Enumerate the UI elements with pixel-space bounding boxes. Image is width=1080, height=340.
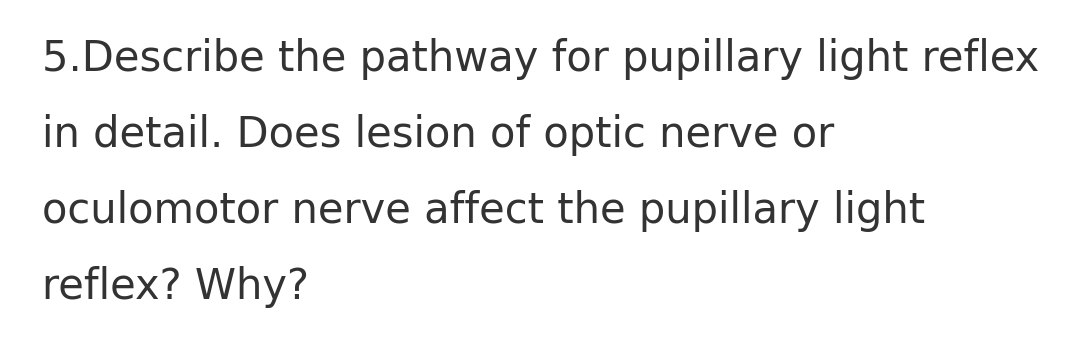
Text: 5.Describe the pathway for pupillary light reflex: 5.Describe the pathway for pupillary lig… (42, 38, 1039, 80)
Text: reflex? Why?: reflex? Why? (42, 266, 309, 308)
Text: oculomotor nerve affect the pupillary light: oculomotor nerve affect the pupillary li… (42, 190, 926, 232)
Text: in detail. Does lesion of optic nerve or: in detail. Does lesion of optic nerve or (42, 114, 834, 156)
